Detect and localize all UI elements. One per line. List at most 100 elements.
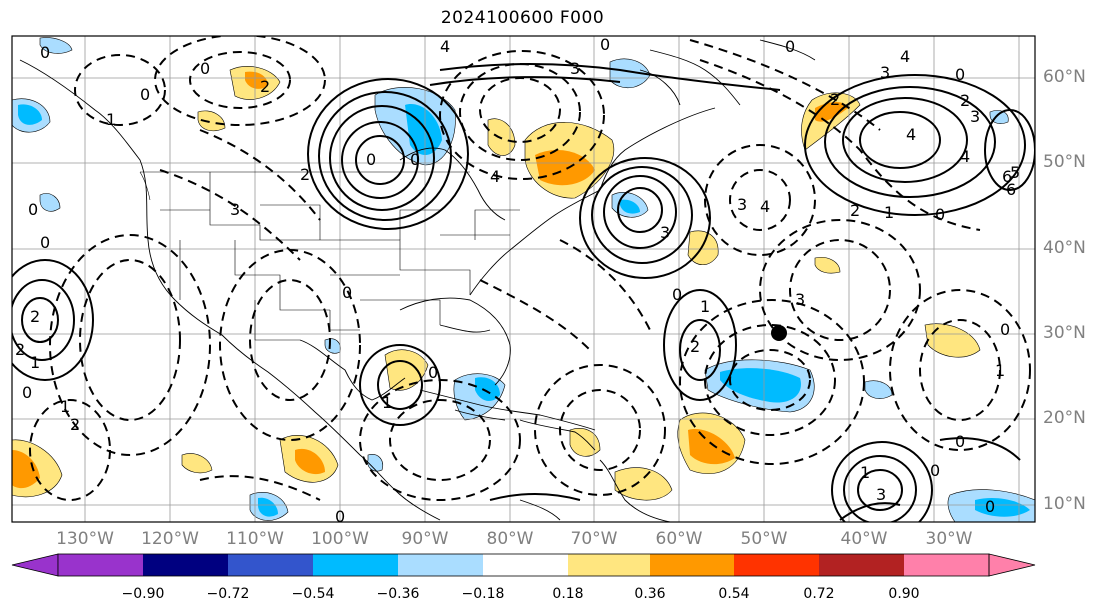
contour-label: 0 bbox=[200, 59, 210, 78]
contour-label: 4 bbox=[760, 197, 770, 216]
contour-label: 0 bbox=[342, 283, 352, 302]
state-borders bbox=[139, 171, 520, 341]
contour-label: 0 bbox=[410, 150, 420, 169]
contour-label: 3 bbox=[570, 59, 580, 78]
colorbar-tick-label: 0.72 bbox=[803, 586, 835, 602]
contour-label: 0 bbox=[140, 85, 150, 104]
colorbar-segment bbox=[734, 554, 819, 576]
contour-label: 4 bbox=[960, 147, 970, 166]
contour-label: 0 bbox=[600, 35, 610, 54]
colorbar-tick-label: −0.54 bbox=[291, 586, 335, 602]
contour-label: 3 bbox=[876, 485, 886, 504]
contour-label: 0 bbox=[428, 363, 438, 382]
contour-label: 3 bbox=[880, 63, 890, 82]
colorbar-tick-label: −0.18 bbox=[461, 586, 505, 602]
colorbar-segment bbox=[483, 554, 568, 576]
lon-label-80w: 80°W bbox=[486, 529, 534, 549]
contour-label: 4 bbox=[900, 47, 910, 66]
contour-label: 0 bbox=[40, 233, 50, 252]
contour-label: 4 bbox=[490, 167, 500, 186]
contour-label: 0 bbox=[1000, 320, 1010, 339]
lon-label-50w: 50°W bbox=[740, 529, 788, 549]
contour-label-group: 0 0 3 4 4 3 2 0 2 2 1 0 1 2 0 1 0 3 1 2 … bbox=[15, 35, 1020, 526]
contour-label: 0 bbox=[935, 205, 945, 224]
contour-label: 3 bbox=[660, 223, 670, 242]
contour-label: 2 bbox=[30, 307, 40, 326]
contour-label: 0 bbox=[955, 65, 965, 84]
lon-label-60w: 60°W bbox=[655, 529, 703, 549]
lon-label-100w: 100°W bbox=[311, 529, 369, 549]
contour-label: 6 bbox=[1002, 167, 1012, 186]
contour-label: 2 bbox=[830, 90, 840, 109]
lat-label-20n: 20°N bbox=[1043, 408, 1086, 428]
colorbar-segment bbox=[143, 554, 228, 576]
contour-label: 3 bbox=[970, 107, 980, 126]
colorbar-segment bbox=[313, 554, 398, 576]
colorbar-max-extension bbox=[988, 553, 1036, 577]
colorbar-segment bbox=[568, 554, 650, 576]
contour-label: 0 bbox=[672, 285, 682, 304]
map-title: 2024100600 F000 bbox=[440, 8, 605, 28]
contour-label: 0 bbox=[366, 150, 376, 169]
contour-label: 3 bbox=[230, 200, 240, 219]
lon-label-120w: 120°W bbox=[141, 529, 199, 549]
colorbar-tick-label: 0.90 bbox=[888, 586, 920, 602]
contour-label: 0 bbox=[985, 497, 995, 516]
colorbar-tick-label: −0.36 bbox=[376, 586, 420, 602]
map-background bbox=[12, 36, 1035, 522]
lat-label-60n: 60°N bbox=[1043, 67, 1086, 87]
positive-contours bbox=[12, 63, 1035, 522]
contour-label: 4 bbox=[440, 37, 450, 56]
contour-label: 2 bbox=[960, 91, 970, 110]
contour-label: 2 bbox=[850, 201, 860, 220]
colorbar-segment bbox=[650, 554, 734, 576]
contour-label: 1 bbox=[884, 203, 894, 222]
contour-label: 1 bbox=[700, 297, 710, 316]
contour-label: 2 bbox=[15, 340, 25, 359]
colorbar-tick-label: −0.90 bbox=[121, 586, 165, 602]
contour-label: 0 bbox=[40, 43, 50, 62]
contour-label: 2 bbox=[690, 337, 700, 356]
contour-label: 2 bbox=[70, 415, 80, 434]
negative-contours bbox=[29, 36, 1031, 501]
colorbar-segment bbox=[398, 554, 483, 576]
location-marker bbox=[771, 325, 787, 341]
colorbar-segment bbox=[58, 554, 143, 576]
colorbar-segment bbox=[904, 554, 989, 576]
negative-anomaly-patches bbox=[12, 37, 1035, 522]
lon-label-70w: 70°W bbox=[570, 529, 618, 549]
contour-label: 1 bbox=[30, 353, 40, 372]
lon-label-130w: 130°W bbox=[56, 529, 114, 549]
colorbar-segment bbox=[228, 554, 313, 576]
contour-label: 1 bbox=[60, 397, 70, 416]
contour-label: 0 bbox=[22, 383, 32, 402]
colorbar-segment bbox=[819, 554, 904, 576]
contour-label: 1 bbox=[382, 393, 392, 412]
contour-label: 0 bbox=[785, 37, 795, 56]
lat-label-10n: 10°N bbox=[1043, 494, 1086, 514]
map-frame bbox=[11, 35, 1036, 523]
colorbar-tick-label: 0.36 bbox=[634, 586, 666, 602]
lat-label-50n: 50°N bbox=[1043, 152, 1086, 172]
contour-label: 0 bbox=[955, 432, 965, 451]
lon-label-110w: 110°W bbox=[226, 529, 284, 549]
contour-label: 1 bbox=[995, 361, 1005, 380]
contour-label: 2 bbox=[260, 77, 270, 96]
contour-label: 1 bbox=[106, 110, 116, 129]
lon-label-90w: 90°W bbox=[401, 529, 449, 549]
lon-label-40w: 40°W bbox=[840, 529, 888, 549]
lat-label-30n: 30°N bbox=[1043, 323, 1086, 343]
contour-label: 6 bbox=[1006, 180, 1016, 199]
contour-label: 0 bbox=[335, 507, 345, 526]
contour-label: 0 bbox=[28, 200, 38, 219]
lat-label-40n: 40°N bbox=[1043, 238, 1086, 258]
colorbar-tick-label: −0.72 bbox=[206, 586, 250, 602]
colorbar bbox=[11, 553, 1036, 577]
contour-label: 5 bbox=[1010, 163, 1020, 182]
contour-label: 4 bbox=[906, 125, 916, 144]
contour-label: 3 bbox=[795, 290, 805, 309]
colorbar-min-extension bbox=[11, 553, 59, 577]
contour-label: 2 bbox=[300, 165, 310, 184]
contour-label: 0 bbox=[930, 461, 940, 480]
colorbar-tick-label: 0.18 bbox=[552, 586, 584, 602]
